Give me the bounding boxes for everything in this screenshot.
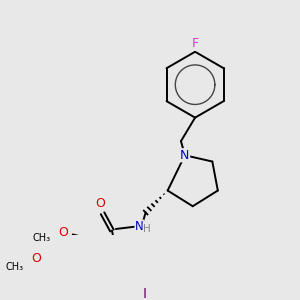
Text: N: N [180,149,190,162]
Text: N: N [135,220,144,233]
Text: O: O [58,226,68,238]
Text: CH₃: CH₃ [32,233,50,243]
Text: F: F [191,38,199,50]
Text: O: O [32,252,41,265]
Text: CH₃: CH₃ [5,262,23,272]
Text: H: H [143,224,151,234]
Text: O: O [95,197,105,210]
Text: I: I [142,287,146,300]
